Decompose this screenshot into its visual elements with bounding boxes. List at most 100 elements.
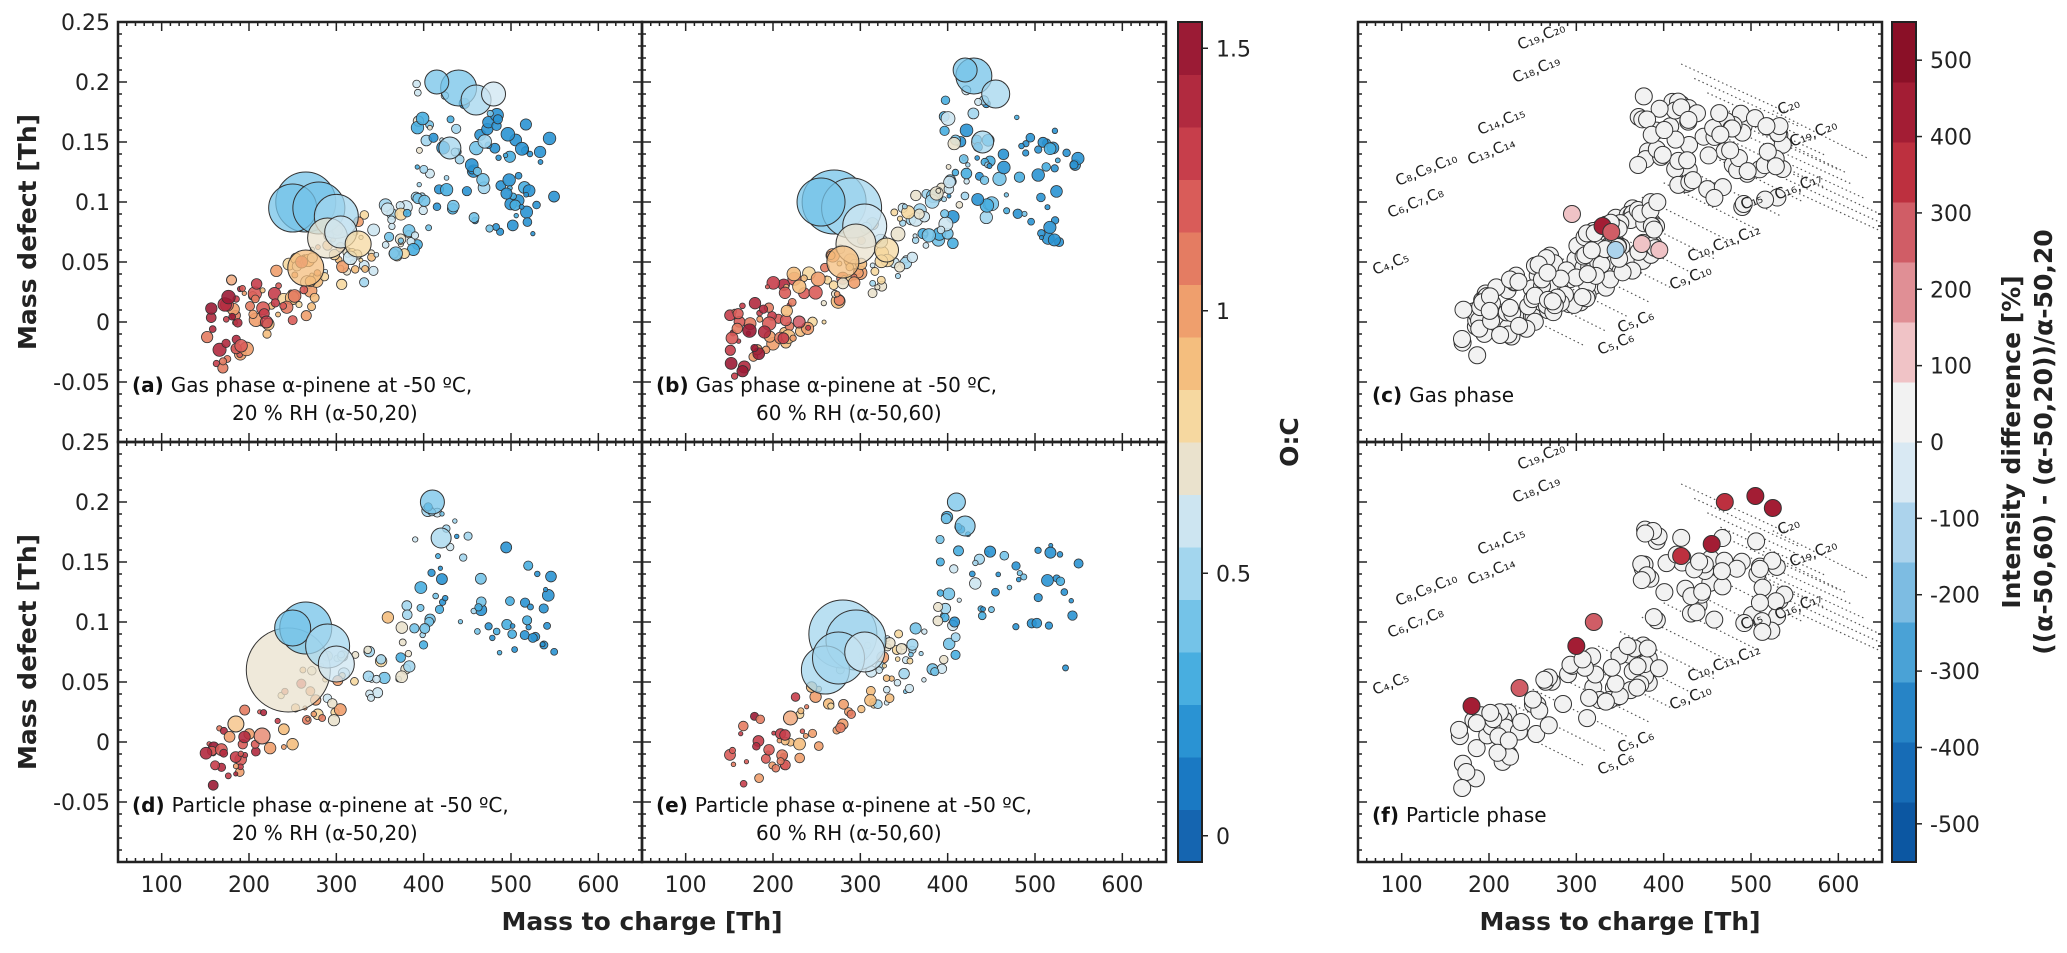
scatter-point	[527, 603, 534, 611]
colorbar-oc-tick-label: 1	[1216, 300, 1230, 325]
difference-point	[1713, 577, 1732, 596]
scatter-point-major	[971, 130, 995, 154]
scatter-point	[518, 204, 525, 210]
scatter-point	[539, 641, 546, 648]
y-tick-label: 0.2	[75, 491, 110, 516]
scatter-point	[238, 730, 251, 744]
scatter-point-major	[317, 645, 355, 683]
scatter-point	[730, 372, 739, 380]
scatter-point	[1016, 570, 1023, 577]
series-group-label: C₁₈,C₁₉	[1510, 471, 1563, 506]
scatter-point	[810, 271, 826, 287]
difference-point	[1638, 639, 1657, 658]
panel-label-line2-a: 20 % RH (α-50,20)	[232, 401, 418, 425]
scatter-point	[991, 587, 1000, 597]
colorbar-oc-label: O:C	[1275, 417, 1304, 467]
scatter-point	[492, 627, 501, 636]
scatter-point	[434, 604, 445, 615]
scatter-point	[913, 208, 925, 220]
colorbar-difference-tick-label: 500	[1930, 49, 1972, 74]
scatter-point	[414, 581, 428, 594]
scatter-point-major	[274, 609, 312, 647]
scatter-point-major	[481, 81, 507, 107]
difference-point	[1766, 157, 1785, 176]
colorbar-difference-tick-label: 100	[1930, 355, 1972, 380]
scatter-point	[797, 707, 805, 715]
scatter-point	[219, 357, 228, 366]
scatter-point	[895, 643, 908, 655]
panel-letter: (a)	[132, 373, 171, 397]
colorbar-oc-segment	[1178, 389, 1202, 443]
difference-point	[1678, 151, 1697, 170]
scatter-point	[724, 344, 736, 356]
scatter-point-major	[782, 710, 798, 726]
colorbar-oc-segment	[1178, 179, 1202, 233]
difference-point	[1580, 688, 1599, 707]
difference-point-highlighted	[1584, 613, 1603, 631]
scatter-point	[1012, 623, 1020, 631]
scatter-point	[451, 123, 462, 134]
x-tick-label: 200	[752, 873, 794, 898]
scatter-point	[804, 704, 810, 710]
scatter-point	[502, 173, 516, 187]
scatter-point	[930, 667, 940, 677]
scatter-point	[359, 210, 370, 220]
scatter-point	[738, 720, 749, 732]
scatter-point	[384, 231, 395, 242]
scatter-point	[534, 570, 541, 578]
scatter-point	[221, 289, 236, 305]
scatter-point	[457, 619, 464, 625]
scatter-point	[789, 334, 797, 342]
scatter-point	[279, 302, 287, 310]
scatter-point	[758, 304, 769, 314]
difference-point	[1468, 346, 1487, 365]
scatter-point	[932, 615, 944, 627]
colorbar-difference-tick-label: -500	[1930, 813, 1980, 838]
panel-label-line2-d: 20 % RH (α-50,20)	[232, 821, 418, 845]
scatter-point	[519, 118, 532, 131]
scatter-point	[373, 251, 380, 258]
difference-point	[1753, 622, 1772, 641]
scatter-point	[936, 589, 945, 597]
scatter-point	[736, 365, 749, 378]
scatter-point	[997, 148, 1010, 161]
scatter-point	[958, 154, 969, 164]
colorbar-difference-label-line2: ((α-50,60) - (α-50,20))/α-50,20	[2029, 229, 2058, 654]
scatter-point	[409, 623, 420, 634]
scatter-point	[732, 308, 744, 320]
difference-point	[1655, 121, 1674, 140]
y-tick-label: 0.1	[75, 611, 110, 636]
scatter-point	[333, 703, 347, 717]
difference-point-highlighted	[1567, 637, 1586, 655]
scatter-point	[435, 553, 441, 560]
scatter-point	[454, 154, 465, 165]
scatter-point	[250, 278, 263, 290]
scatter-point	[295, 301, 303, 309]
difference-point	[1705, 188, 1724, 207]
scatter-point	[336, 278, 348, 290]
difference-point	[1655, 583, 1674, 602]
scatter-point	[495, 154, 502, 161]
scatter-point	[778, 286, 792, 299]
scatter-point	[443, 175, 450, 181]
scatter-point	[418, 205, 428, 216]
series-group-label: C₁₀,C₁₁,C₁₂	[1685, 220, 1763, 266]
scatter-point	[1012, 208, 1023, 219]
scatter-point	[251, 294, 260, 304]
colorbar-difference-segment	[1892, 562, 1916, 623]
scatter-point	[935, 187, 942, 194]
y-tick-label: -0.05	[53, 371, 110, 396]
scatter-point	[416, 146, 423, 154]
scatter-point	[525, 624, 532, 631]
panel-label-line1: Gas phase α-pinene at -50 ºC,	[696, 373, 997, 397]
scatter-point	[452, 518, 458, 524]
scatter-point	[999, 550, 1010, 561]
scatter-point	[779, 729, 791, 741]
scatter-point	[838, 698, 849, 710]
colorbar-difference-segment	[1892, 682, 1916, 743]
scatter-point	[519, 597, 531, 608]
scatter-point	[477, 134, 492, 149]
difference-point	[1510, 316, 1529, 335]
scatter-point	[950, 649, 961, 660]
scatter-point	[402, 208, 412, 218]
